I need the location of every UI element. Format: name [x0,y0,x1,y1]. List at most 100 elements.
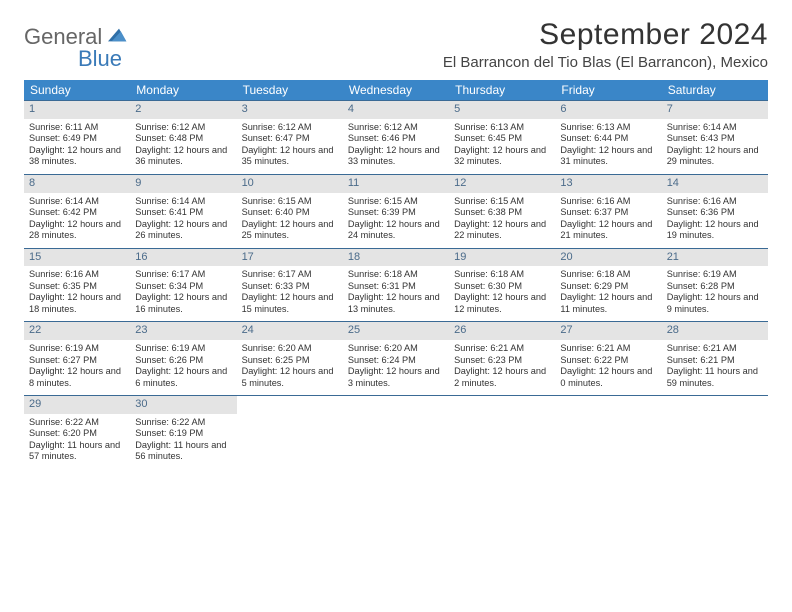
sunset-line: Sunset: 6:30 PM [454,281,550,293]
calendar-cell: 25Sunrise: 6:20 AMSunset: 6:24 PMDayligh… [343,321,449,395]
day-number: 29 [24,396,130,414]
day-number: 26 [449,322,555,340]
calendar-body: 1Sunrise: 6:11 AMSunset: 6:49 PMDaylight… [24,100,768,469]
sunrise-line: Sunrise: 6:21 AM [667,343,763,355]
weekday-header: Saturday [662,80,768,100]
calendar-cell [662,395,768,469]
sunrise-line: Sunrise: 6:14 AM [667,122,763,134]
logo-line2: Blue [78,46,130,72]
sunset-line: Sunset: 6:48 PM [135,133,231,145]
sunset-line: Sunset: 6:25 PM [242,355,338,367]
day-number: 23 [130,322,236,340]
sunset-line: Sunset: 6:46 PM [348,133,444,145]
sunset-line: Sunset: 6:26 PM [135,355,231,367]
daylight-line: Daylight: 11 hours and 59 minutes. [667,366,763,389]
day-number: 6 [555,101,661,119]
daylight-line: Daylight: 12 hours and 12 minutes. [454,292,550,315]
calendar-cell: 19Sunrise: 6:18 AMSunset: 6:30 PMDayligh… [449,248,555,322]
sunrise-line: Sunrise: 6:12 AM [135,122,231,134]
day-body: Sunrise: 6:21 AMSunset: 6:22 PMDaylight:… [555,340,661,395]
day-body: Sunrise: 6:14 AMSunset: 6:43 PMDaylight:… [662,119,768,174]
day-number: 24 [237,322,343,340]
day-number: 17 [237,249,343,267]
sunrise-line: Sunrise: 6:22 AM [135,417,231,429]
sunset-line: Sunset: 6:20 PM [29,428,125,440]
sunset-line: Sunset: 6:45 PM [454,133,550,145]
sunset-line: Sunset: 6:28 PM [667,281,763,293]
sunrise-line: Sunrise: 6:22 AM [29,417,125,429]
day-number: 25 [343,322,449,340]
daylight-line: Daylight: 12 hours and 5 minutes. [242,366,338,389]
sunset-line: Sunset: 6:27 PM [29,355,125,367]
daylight-line: Daylight: 12 hours and 35 minutes. [242,145,338,168]
day-body: Sunrise: 6:12 AMSunset: 6:46 PMDaylight:… [343,119,449,174]
sunrise-line: Sunrise: 6:16 AM [667,196,763,208]
day-number: 18 [343,249,449,267]
sunrise-line: Sunrise: 6:15 AM [454,196,550,208]
sunset-line: Sunset: 6:47 PM [242,133,338,145]
day-number: 19 [449,249,555,267]
day-number: 9 [130,175,236,193]
sunset-line: Sunset: 6:41 PM [135,207,231,219]
sunrise-line: Sunrise: 6:18 AM [348,269,444,281]
day-body: Sunrise: 6:16 AMSunset: 6:36 PMDaylight:… [662,193,768,248]
day-number: 12 [449,175,555,193]
day-body: Sunrise: 6:18 AMSunset: 6:30 PMDaylight:… [449,266,555,321]
calendar-row: 15Sunrise: 6:16 AMSunset: 6:35 PMDayligh… [24,248,768,322]
weekday-header: Sunday [24,80,130,100]
sunrise-line: Sunrise: 6:19 AM [667,269,763,281]
daylight-line: Daylight: 12 hours and 38 minutes. [29,145,125,168]
logo: General Blue [24,18,130,72]
day-body: Sunrise: 6:12 AMSunset: 6:48 PMDaylight:… [130,119,236,174]
day-number: 16 [130,249,236,267]
sunrise-line: Sunrise: 6:11 AM [29,122,125,134]
day-body: Sunrise: 6:17 AMSunset: 6:34 PMDaylight:… [130,266,236,321]
calendar-cell: 2Sunrise: 6:12 AMSunset: 6:48 PMDaylight… [130,100,236,174]
daylight-line: Daylight: 12 hours and 26 minutes. [135,219,231,242]
day-number: 21 [662,249,768,267]
sunrise-line: Sunrise: 6:20 AM [242,343,338,355]
daylight-line: Daylight: 12 hours and 16 minutes. [135,292,231,315]
sunrise-line: Sunrise: 6:19 AM [135,343,231,355]
sunset-line: Sunset: 6:36 PM [667,207,763,219]
sunset-line: Sunset: 6:43 PM [667,133,763,145]
daylight-line: Daylight: 11 hours and 57 minutes. [29,440,125,463]
sunset-line: Sunset: 6:44 PM [560,133,656,145]
day-body: Sunrise: 6:21 AMSunset: 6:23 PMDaylight:… [449,340,555,395]
day-body: Sunrise: 6:14 AMSunset: 6:41 PMDaylight:… [130,193,236,248]
calendar-cell: 15Sunrise: 6:16 AMSunset: 6:35 PMDayligh… [24,248,130,322]
calendar-cell: 12Sunrise: 6:15 AMSunset: 6:38 PMDayligh… [449,174,555,248]
sunrise-line: Sunrise: 6:17 AM [135,269,231,281]
day-number: 20 [555,249,661,267]
day-body: Sunrise: 6:16 AMSunset: 6:37 PMDaylight:… [555,193,661,248]
sunset-line: Sunset: 6:37 PM [560,207,656,219]
day-number: 15 [24,249,130,267]
sunrise-line: Sunrise: 6:14 AM [29,196,125,208]
sunrise-line: Sunrise: 6:17 AM [242,269,338,281]
sunrise-line: Sunrise: 6:18 AM [454,269,550,281]
day-body: Sunrise: 6:11 AMSunset: 6:49 PMDaylight:… [24,119,130,174]
sunrise-line: Sunrise: 6:12 AM [242,122,338,134]
calendar-cell: 10Sunrise: 6:15 AMSunset: 6:40 PMDayligh… [237,174,343,248]
sunset-line: Sunset: 6:35 PM [29,281,125,293]
day-body: Sunrise: 6:15 AMSunset: 6:38 PMDaylight:… [449,193,555,248]
day-body: Sunrise: 6:19 AMSunset: 6:26 PMDaylight:… [130,340,236,395]
weekday-header: Thursday [449,80,555,100]
day-number: 5 [449,101,555,119]
sunrise-line: Sunrise: 6:19 AM [29,343,125,355]
sunset-line: Sunset: 6:39 PM [348,207,444,219]
day-body: Sunrise: 6:21 AMSunset: 6:21 PMDaylight:… [662,340,768,395]
sunrise-line: Sunrise: 6:14 AM [135,196,231,208]
day-body: Sunrise: 6:18 AMSunset: 6:29 PMDaylight:… [555,266,661,321]
calendar-table: SundayMondayTuesdayWednesdayThursdayFrid… [24,80,768,469]
calendar-cell: 7Sunrise: 6:14 AMSunset: 6:43 PMDaylight… [662,100,768,174]
sunset-line: Sunset: 6:31 PM [348,281,444,293]
day-body: Sunrise: 6:15 AMSunset: 6:40 PMDaylight:… [237,193,343,248]
daylight-line: Daylight: 12 hours and 31 minutes. [560,145,656,168]
sunset-line: Sunset: 6:24 PM [348,355,444,367]
calendar-row: 29Sunrise: 6:22 AMSunset: 6:20 PMDayligh… [24,395,768,469]
calendar-cell: 8Sunrise: 6:14 AMSunset: 6:42 PMDaylight… [24,174,130,248]
sunrise-line: Sunrise: 6:15 AM [348,196,444,208]
day-number: 11 [343,175,449,193]
sunset-line: Sunset: 6:22 PM [560,355,656,367]
